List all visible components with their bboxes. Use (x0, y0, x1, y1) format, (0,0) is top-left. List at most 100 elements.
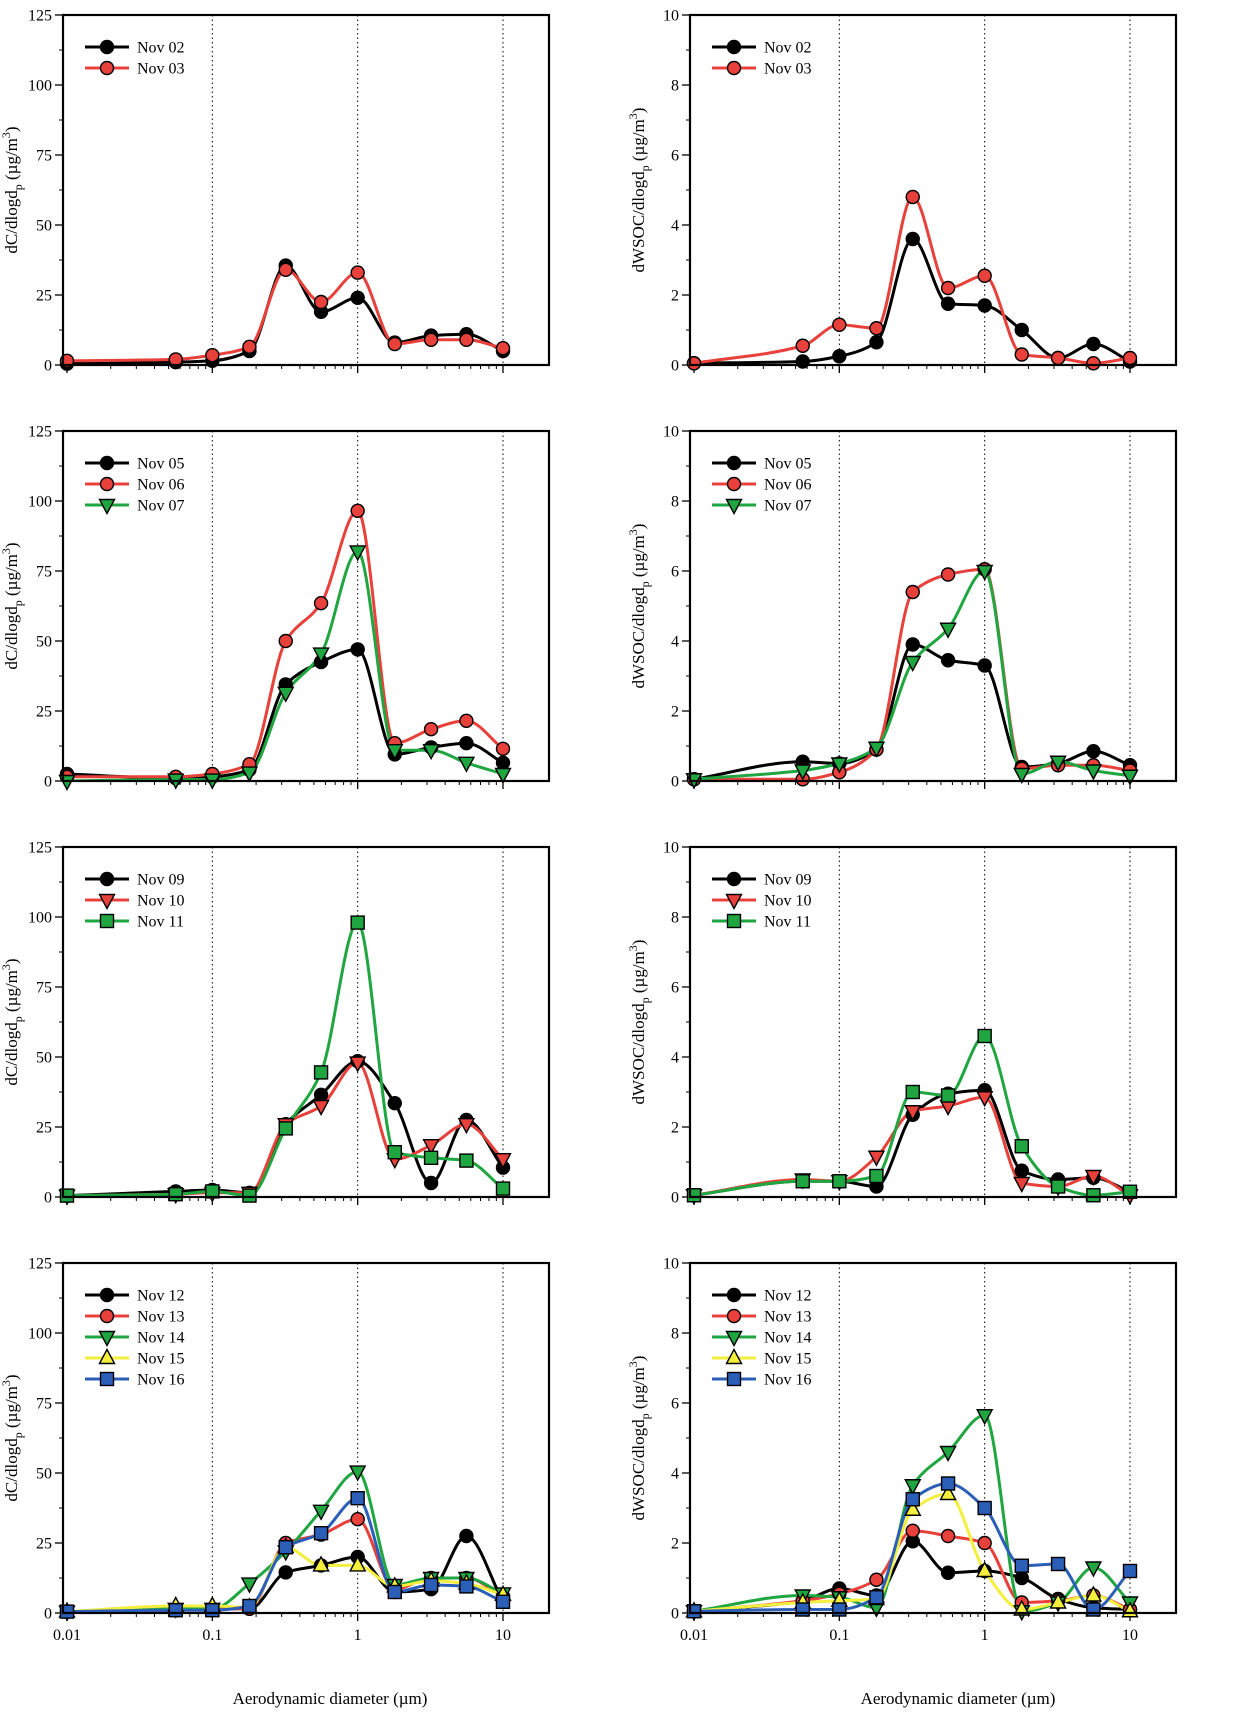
y-tick-label: 0 (44, 774, 52, 791)
y-axis-label: dC/dlogdp (µg/m3) (0, 542, 25, 669)
x-tick-label: 10 (1122, 1627, 1138, 1644)
y-tick-label: 75 (36, 564, 52, 581)
y-tick-label: 50 (36, 1466, 52, 1483)
legend-label: Nov 14 (764, 1330, 812, 1347)
data-point (795, 1174, 810, 1189)
data-point (1014, 1570, 1029, 1586)
data-point (312, 1504, 330, 1521)
legend: Nov 12 Nov 13 Nov 14 Nov 15 Nov 16 (712, 1288, 812, 1389)
series-line (692, 569, 1132, 781)
data-point (242, 1188, 257, 1203)
legend-label: Nov 09 (137, 872, 185, 889)
y-axis-label-close: ) (629, 1356, 648, 1362)
y-tick-label: 25 (36, 704, 52, 721)
y-axis-label-sup: 3 (626, 113, 640, 119)
data-point (313, 1065, 329, 1080)
data-point (1086, 744, 1101, 759)
legend-marker (726, 60, 742, 76)
x-tick-label: 0.1 (202, 1627, 222, 1644)
y-axis-label-sup: 3 (626, 529, 640, 535)
series-line (65, 268, 505, 363)
data-point (423, 722, 439, 737)
legend-label: Nov 14 (137, 1330, 185, 1347)
legend-marker (99, 476, 115, 492)
legend: Nov 02 Nov 03 (85, 40, 185, 78)
y-tick-label: 6 (671, 1396, 679, 1413)
y-tick-label: 4 (671, 1050, 679, 1067)
data-point (1050, 350, 1066, 366)
data-point (1086, 336, 1101, 352)
legend-label: Nov 06 (137, 477, 185, 494)
data-point (350, 1511, 365, 1527)
y-tick-label: 125 (28, 840, 52, 857)
series-markers (59, 1490, 511, 1619)
y-axis-label-sub: p (638, 581, 652, 587)
legend-marker (725, 1348, 743, 1365)
data-point (1050, 1179, 1066, 1194)
data-point (1086, 356, 1101, 371)
y-axis-label-sup: 3 (626, 945, 640, 951)
y-tick-label: 100 (28, 494, 52, 511)
y-axis-label-unit: (µg/m (629, 1367, 648, 1413)
data-point (1086, 1188, 1101, 1203)
y-axis-label-main: dWSOC/dlogd (629, 1003, 648, 1105)
y-tick-label: 4 (671, 1466, 679, 1483)
legend-label: Nov 11 (137, 914, 184, 931)
y-axis-label-close: ) (2, 1374, 21, 1380)
plot-frame (61, 13, 551, 367)
y-tick-label: 125 (28, 424, 52, 441)
data-point (940, 1565, 956, 1580)
legend-label: Nov 02 (137, 40, 185, 57)
data-point (1014, 1558, 1029, 1573)
data-point (1049, 1592, 1067, 1609)
x-tick-label: 1 (981, 1627, 989, 1644)
data-point (423, 332, 439, 347)
plot-frame (61, 845, 551, 1199)
y-tick-label: 50 (36, 218, 52, 235)
y-tick-label: 0 (671, 774, 679, 791)
data-point (975, 1091, 994, 1108)
data-point (240, 1577, 259, 1594)
data-point (422, 1138, 440, 1156)
data-point (975, 1561, 994, 1578)
data-point (1014, 1163, 1029, 1178)
data-point (904, 1499, 922, 1516)
legend-label: Nov 15 (764, 1351, 812, 1368)
y-tick-label: 125 (28, 8, 52, 25)
data-point (904, 1479, 922, 1496)
x-tick-label: 1 (354, 1627, 362, 1644)
data-point (387, 1144, 402, 1160)
y-axis-label-sub: p (11, 1432, 25, 1438)
data-point (905, 1492, 920, 1507)
data-point (277, 686, 295, 703)
data-point (1084, 1585, 1103, 1602)
data-point (867, 1150, 886, 1167)
x-tick-label: 0.1 (829, 1627, 849, 1644)
data-point (940, 653, 956, 668)
data-point (348, 1465, 367, 1482)
data-point (423, 1577, 439, 1593)
series-line (692, 195, 1132, 365)
y-axis-label: dC/dlogdp (µg/m3) (0, 958, 25, 1085)
data-point (495, 341, 511, 356)
y-axis-label-close: ) (629, 108, 648, 114)
legend-label: Nov 03 (137, 61, 185, 78)
data-point (940, 567, 956, 582)
data-point (939, 1484, 957, 1501)
data-point (459, 713, 474, 728)
y-tick-label: 75 (36, 148, 52, 165)
y-tick-label: 0 (671, 1606, 679, 1623)
data-point (278, 1565, 293, 1580)
y-tick-label: 6 (671, 564, 679, 581)
y-tick-label: 0 (44, 1606, 52, 1623)
data-point (905, 637, 920, 652)
y-axis-label-sup: 3 (0, 548, 13, 554)
data-point (977, 658, 992, 673)
data-point (939, 1445, 957, 1462)
data-point (869, 1168, 884, 1184)
data-point (240, 766, 259, 783)
y-axis-label-sub: p (11, 1016, 25, 1022)
x-tick-label: 0.01 (680, 1627, 708, 1644)
y-tick-label: 25 (36, 288, 52, 305)
